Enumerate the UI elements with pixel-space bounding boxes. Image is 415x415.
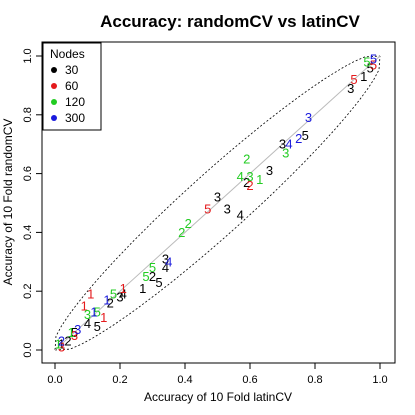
y-tick-label: 0.8 bbox=[22, 107, 34, 122]
y-axis: 0.0 0.2 0.4 0.6 0.8 1.0 bbox=[22, 48, 42, 358]
legend-marker bbox=[51, 99, 57, 105]
data-point: 5 bbox=[370, 51, 377, 66]
data-point: 3 bbox=[224, 201, 231, 216]
data-point: 3 bbox=[74, 322, 81, 337]
reference-line bbox=[54, 55, 381, 351]
data-point: 5 bbox=[350, 72, 357, 87]
data-point: 5 bbox=[94, 304, 101, 319]
y-tick-label: 0.6 bbox=[22, 166, 34, 181]
x-tick-label: 0.6 bbox=[242, 374, 257, 386]
data-point: 2 bbox=[64, 334, 71, 349]
legend-entries: 30 60 120 300 bbox=[51, 63, 85, 125]
legend-entry-label: 30 bbox=[65, 63, 79, 77]
data-point: 1 bbox=[103, 293, 110, 308]
x-tick-label: 0.0 bbox=[47, 374, 62, 386]
data-point: 2 bbox=[178, 225, 185, 240]
data-point: 2 bbox=[185, 216, 192, 231]
data-point: 1 bbox=[139, 281, 146, 296]
y-axis-label: Accuracy of 10 Fold randomCV bbox=[1, 119, 15, 286]
data-point: 2 bbox=[149, 269, 156, 284]
confidence-envelope bbox=[54, 55, 381, 351]
y-tick-label: 1.0 bbox=[22, 48, 34, 63]
data-point: 1 bbox=[120, 281, 127, 296]
data-point: 1 bbox=[68, 325, 75, 340]
legend-marker bbox=[51, 83, 57, 89]
data-point: 3 bbox=[305, 110, 312, 125]
data-point: 1 bbox=[360, 69, 367, 84]
data-point: 5 bbox=[204, 201, 211, 216]
data-point: 5 bbox=[71, 325, 78, 340]
envelope-lower bbox=[54, 55, 381, 351]
legend-marker bbox=[51, 115, 57, 121]
x-tick-label: 0.4 bbox=[177, 374, 192, 386]
data-point: 3 bbox=[58, 340, 65, 355]
y-tick-label: 0.2 bbox=[22, 284, 34, 299]
data-point: 2 bbox=[246, 178, 253, 193]
data-point: 4 bbox=[165, 254, 172, 269]
data-point: 3 bbox=[246, 169, 253, 184]
data-point: 3 bbox=[279, 137, 286, 152]
legend: Nodes 30 60 120 300 bbox=[42, 42, 102, 131]
data-point: 4 bbox=[84, 316, 91, 331]
data-point: 5 bbox=[110, 287, 117, 302]
data-point: 1 bbox=[90, 304, 97, 319]
data-point: 5 bbox=[302, 128, 309, 143]
data-point: 1 bbox=[81, 298, 88, 313]
legend-entry-label: 300 bbox=[65, 111, 85, 125]
data-point: 3 bbox=[347, 81, 354, 96]
data-point: 4 bbox=[120, 287, 127, 302]
data-point: 5 bbox=[363, 54, 370, 69]
data-point: 2 bbox=[243, 151, 250, 166]
data-point: 2 bbox=[295, 131, 302, 146]
data-point: 5 bbox=[149, 260, 156, 275]
data-point: 5 bbox=[155, 275, 162, 290]
data-point: 1 bbox=[55, 337, 62, 352]
x-axis-label: Accuracy of 10 Fold latinCV bbox=[144, 390, 292, 404]
data-point: 3 bbox=[162, 251, 169, 266]
data-point: 3 bbox=[84, 307, 91, 322]
data-point: 5 bbox=[370, 57, 377, 72]
data-point: 3 bbox=[71, 328, 78, 343]
chart-title: Accuracy: randomCV vs latinCV bbox=[100, 12, 360, 31]
data-point: 1 bbox=[87, 287, 94, 302]
data-point: 4 bbox=[162, 260, 169, 275]
data-point: 4 bbox=[285, 137, 292, 152]
x-tick-label: 0.8 bbox=[307, 374, 322, 386]
data-point: 5 bbox=[94, 319, 101, 334]
data-point: 4 bbox=[237, 169, 244, 184]
envelope-upper bbox=[54, 55, 381, 351]
data-point: 1 bbox=[256, 172, 263, 187]
x-tick-label: 1.0 bbox=[372, 374, 387, 386]
data-point: 2 bbox=[107, 295, 114, 310]
data-point: 2 bbox=[243, 175, 250, 190]
data-point: 1 bbox=[100, 310, 107, 325]
legend-title: Nodes bbox=[50, 47, 85, 61]
data-point: 5 bbox=[142, 269, 149, 284]
data-point: 4 bbox=[237, 207, 244, 222]
x-axis: 0.0 0.2 0.4 0.6 0.8 1.0 bbox=[47, 363, 388, 386]
legend-marker bbox=[51, 67, 57, 73]
data-point: 3 bbox=[282, 146, 289, 161]
y-tick-label: 0.0 bbox=[22, 342, 34, 357]
data-point: 3 bbox=[266, 163, 273, 178]
plot-frame bbox=[41, 41, 396, 364]
data-point: 2 bbox=[58, 334, 65, 349]
data-point: 5 bbox=[367, 60, 374, 75]
y-tick-label: 0.4 bbox=[22, 225, 34, 240]
data-point: 3 bbox=[116, 290, 123, 305]
x-tick-label: 0.2 bbox=[112, 374, 127, 386]
legend-entry-label: 60 bbox=[65, 79, 79, 93]
legend-entry-label: 120 bbox=[65, 95, 85, 109]
data-point: 3 bbox=[214, 190, 221, 205]
data-point: 1 bbox=[58, 337, 65, 352]
